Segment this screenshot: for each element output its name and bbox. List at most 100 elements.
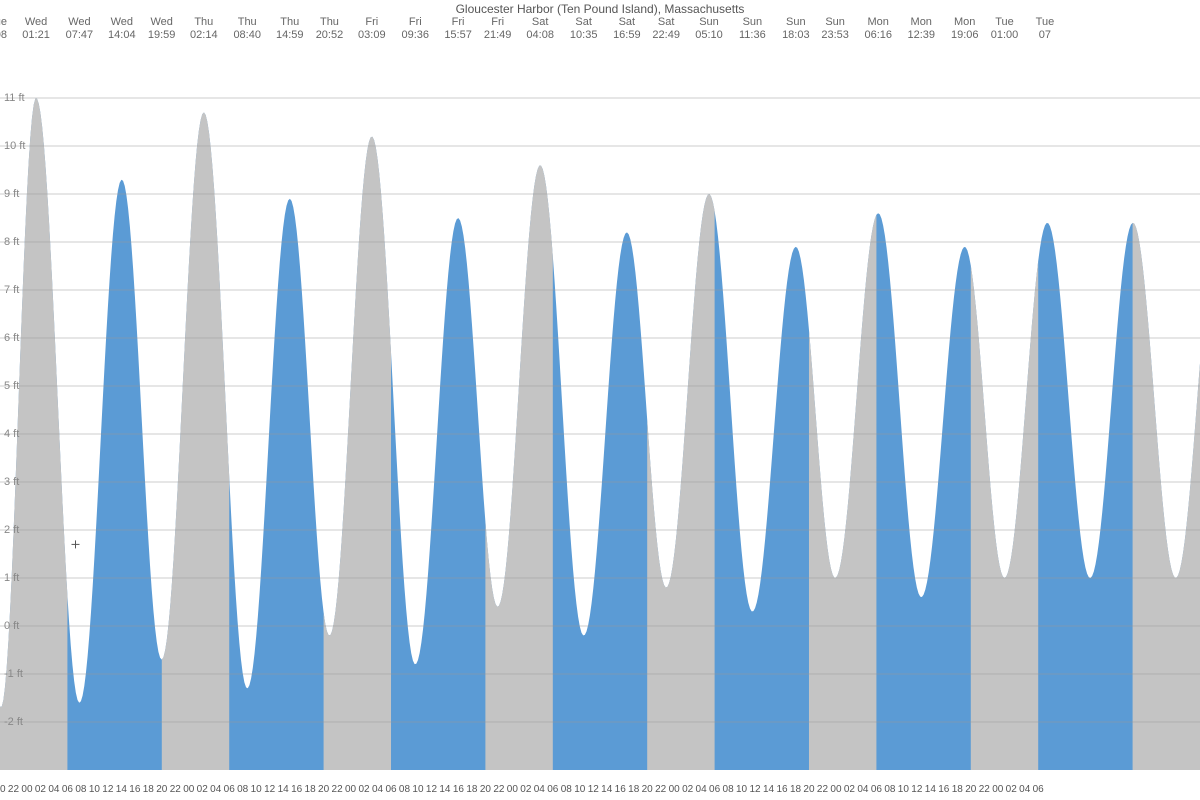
bottom-tick-label: 08	[75, 784, 86, 795]
top-tick-label: Thu14:59	[276, 16, 304, 42]
bottom-tick-label: 22	[979, 784, 990, 795]
top-tick-label: Fri21:49	[484, 16, 512, 42]
bottom-tick-label: 08	[237, 784, 248, 795]
bottom-tick-label: 16	[291, 784, 302, 795]
bottom-tick-label: 16	[938, 784, 949, 795]
bottom-tick-label: 22	[655, 784, 666, 795]
bottom-tick-label: 22	[8, 784, 19, 795]
bottom-tick-label: 20	[156, 784, 167, 795]
y-tick-label: 2 ft	[4, 524, 19, 536]
bottom-tick-label: 04	[372, 784, 383, 795]
tide-svg	[0, 50, 1200, 770]
bottom-tick-label: 18	[305, 784, 316, 795]
bottom-tick-label: 02	[844, 784, 855, 795]
bottom-tick-label: 12	[911, 784, 922, 795]
chart-title: Gloucester Harbor (Ten Pound Island), Ma…	[0, 2, 1200, 16]
top-tick-label: Sat22:49	[652, 16, 680, 42]
bottom-tick-label: 14	[439, 784, 450, 795]
bottom-tick-label: 02	[35, 784, 46, 795]
bottom-tick-label: 04	[48, 784, 59, 795]
bottom-tick-label: 00	[507, 784, 518, 795]
bottom-tick-label: 02	[197, 784, 208, 795]
top-tick-label: Mon19:06	[951, 16, 979, 42]
y-tick-label: 4 ft	[4, 428, 19, 440]
top-tick-label: Sat16:59	[613, 16, 641, 42]
bottom-tick-label: 16	[776, 784, 787, 795]
bottom-tick-label: 12	[588, 784, 599, 795]
bottom-tick-label: 12	[426, 784, 437, 795]
bottom-tick-label: 04	[857, 784, 868, 795]
bottom-tick-label: 08	[561, 784, 572, 795]
bottom-tick-label: 22	[170, 784, 181, 795]
bottom-tick-label: 12	[102, 784, 113, 795]
bottom-tick-label: 20	[803, 784, 814, 795]
top-tick-label: Sun18:03	[782, 16, 810, 42]
bottom-tick-label: 04	[1019, 784, 1030, 795]
bottom-axis-labels: 2022000204060810121416182022000204060810…	[0, 784, 1200, 798]
y-tick-label: 1 ft	[4, 572, 19, 584]
bottom-tick-label: 20	[965, 784, 976, 795]
y-tick-label: -2 ft	[4, 716, 23, 728]
bottom-tick-label: 02	[1006, 784, 1017, 795]
y-tick-label: 5 ft	[4, 380, 19, 392]
y-tick-label: 11 ft	[4, 92, 25, 104]
bottom-tick-label: 10	[251, 784, 262, 795]
y-tick-label: 8 ft	[4, 236, 19, 248]
bottom-tick-label: 20	[480, 784, 491, 795]
y-tick-label: 6 ft	[4, 332, 19, 344]
y-tick-label: -1 ft	[4, 668, 23, 680]
bottom-tick-label: 00	[992, 784, 1003, 795]
bottom-tick-label: 06	[547, 784, 558, 795]
bottom-tick-label: 16	[453, 784, 464, 795]
top-tick-label: Sun05:10	[695, 16, 723, 42]
bottom-tick-label: 00	[669, 784, 680, 795]
bottom-tick-label: 18	[790, 784, 801, 795]
bottom-tick-label: 12	[749, 784, 760, 795]
bottom-tick-label: 00	[345, 784, 356, 795]
y-tick-label: 0 ft	[4, 620, 19, 632]
bottom-tick-label: 18	[466, 784, 477, 795]
top-tick-label: Sat04:08	[526, 16, 554, 42]
bottom-tick-label: 22	[493, 784, 504, 795]
bottom-tick-label: 04	[696, 784, 707, 795]
top-tick-label: Mon12:39	[907, 16, 935, 42]
bottom-tick-label: 06	[1033, 784, 1044, 795]
y-tick-label: 9 ft	[4, 188, 19, 200]
bottom-tick-label: 10	[89, 784, 100, 795]
bottom-tick-label: 14	[763, 784, 774, 795]
bottom-tick-label: 02	[520, 784, 531, 795]
tide-chart: Gloucester Harbor (Ten Pound Island), Ma…	[0, 0, 1200, 800]
bottom-tick-label: 00	[183, 784, 194, 795]
plot-area: -2 ft -1 ft 0 ft 1 ft 2 ft 3 ft 4 ft 5 ft 6 ft 7 …	[0, 50, 1200, 770]
bottom-tick-label: 08	[884, 784, 895, 795]
top-tick-label: Wed14:04	[108, 16, 136, 42]
top-tick-label: Thu02:14	[190, 16, 218, 42]
top-tick-label: Sun23:53	[821, 16, 849, 42]
y-tick-label: 3 ft	[4, 476, 19, 488]
bottom-tick-label: 12	[264, 784, 275, 795]
bottom-tick-label: 06	[62, 784, 73, 795]
bottom-tick-label: 16	[129, 784, 140, 795]
bottom-tick-label: 20	[642, 784, 653, 795]
top-tick-label: ue08	[0, 16, 7, 42]
bottom-tick-label: 10	[412, 784, 423, 795]
top-tick-label: Thu08:40	[233, 16, 261, 42]
bottom-tick-label: 06	[709, 784, 720, 795]
bottom-tick-label: 08	[723, 784, 734, 795]
bottom-tick-label: 14	[116, 784, 127, 795]
top-tick-label: Sat10:35	[570, 16, 598, 42]
bottom-tick-label: 18	[952, 784, 963, 795]
top-tick-label: Wed07:47	[66, 16, 94, 42]
bottom-tick-label: 02	[682, 784, 693, 795]
top-tick-label: Sun11:36	[739, 16, 766, 42]
bottom-tick-label: 10	[898, 784, 909, 795]
y-tick-label: 7 ft	[4, 284, 19, 296]
bottom-tick-label: 14	[601, 784, 612, 795]
top-tick-label: Mon06:16	[864, 16, 892, 42]
top-tick-label: Tue01:00	[991, 16, 1019, 42]
bottom-tick-label: 22	[332, 784, 343, 795]
top-axis-labels: ue08Wed01:21Wed07:47Wed14:04Wed19:59Thu0…	[0, 16, 1200, 46]
bottom-tick-label: 16	[615, 784, 626, 795]
y-tick-label: 10 ft	[4, 140, 25, 152]
bottom-tick-label: 06	[385, 784, 396, 795]
